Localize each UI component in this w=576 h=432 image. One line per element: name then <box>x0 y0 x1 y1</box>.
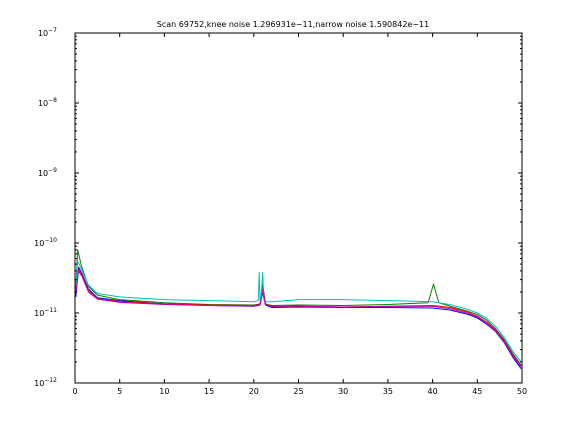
x-tick-label: 5 <box>117 387 122 396</box>
y-tick-label: 10−9 <box>38 167 57 178</box>
y-tick-label: 10−8 <box>38 97 57 108</box>
x-tick-label: 35 <box>383 387 393 396</box>
series-line-5 <box>75 270 522 368</box>
x-tick-label: 15 <box>204 387 214 396</box>
chart-title: Scan 69752,knee noise 1.296931e−11,narro… <box>157 20 429 29</box>
y-tick-label: 10−12 <box>34 377 57 388</box>
x-tick-label: 45 <box>472 387 482 396</box>
y-tick-label: 10−10 <box>34 237 57 248</box>
y-tick-label: 10−7 <box>38 27 57 38</box>
x-tick-label: 50 <box>517 387 527 396</box>
x-tick-label: 0 <box>72 387 77 396</box>
x-tick-label: 25 <box>293 387 303 396</box>
x-tick-label: 10 <box>159 387 169 396</box>
y-tick-label: 10−11 <box>34 307 57 318</box>
series-line-1 <box>75 266 522 370</box>
x-tick-label: 30 <box>338 387 348 396</box>
x-tick-label: 20 <box>249 387 259 396</box>
plot-area <box>75 33 522 383</box>
series-line-2 <box>75 249 522 366</box>
x-tick-label: 40 <box>428 387 438 396</box>
